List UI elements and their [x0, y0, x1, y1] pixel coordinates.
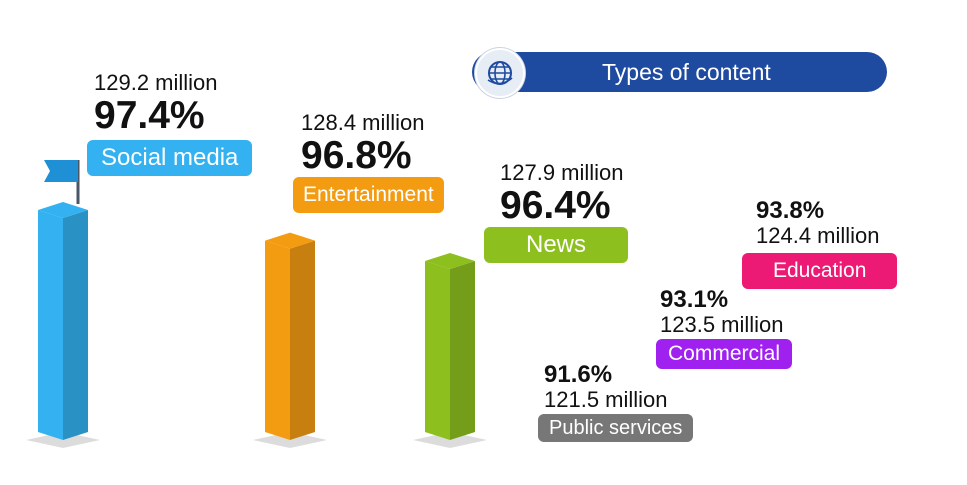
bar-entertainment: [253, 232, 327, 448]
label-block-commercial: 93.1% 123.5 million Commercial: [656, 286, 793, 370]
users-label: 129.2 million: [94, 70, 218, 95]
users-label: 121.5 million: [544, 387, 668, 413]
percent-label: 91.6%: [544, 361, 613, 388]
users-label: 123.5 million: [660, 312, 784, 338]
legend-title: Types of content: [602, 59, 771, 85]
bar-social-media: [26, 202, 100, 448]
label-block-education: 93.8% 124.4 million Education: [742, 197, 898, 290]
flag-icon: [44, 160, 80, 204]
category-tag: Commercial: [656, 339, 793, 370]
label-block-news: 127.9 million 96.4% News: [484, 160, 629, 263]
percent-label: 96.8%: [301, 134, 412, 177]
category-tag: Entertainment: [293, 176, 444, 213]
percent-label: 93.1%: [660, 286, 729, 313]
category-tag: Education: [742, 253, 898, 290]
category-tag: Social media: [87, 139, 253, 176]
label-block-public-services: 91.6% 121.5 million Public services: [538, 361, 694, 443]
category-tag: Public services: [538, 414, 694, 443]
category-tag: News: [484, 226, 629, 263]
percent-label: 96.4%: [500, 184, 611, 227]
users-label: 128.4 million: [301, 110, 425, 135]
bar-news: [413, 253, 487, 448]
percent-label: 97.4%: [94, 94, 205, 137]
percent-label: 93.8%: [756, 197, 825, 224]
users-label: 127.9 million: [500, 160, 624, 185]
label-block-social-media: 129.2 million 97.4% Social media: [87, 70, 253, 176]
legend: Types of content: [472, 48, 887, 98]
users-label: 124.4 million: [756, 223, 880, 249]
label-block-entertainment: 128.4 million 96.8% Entertainment: [293, 110, 444, 213]
globe-icon: [475, 48, 525, 98]
